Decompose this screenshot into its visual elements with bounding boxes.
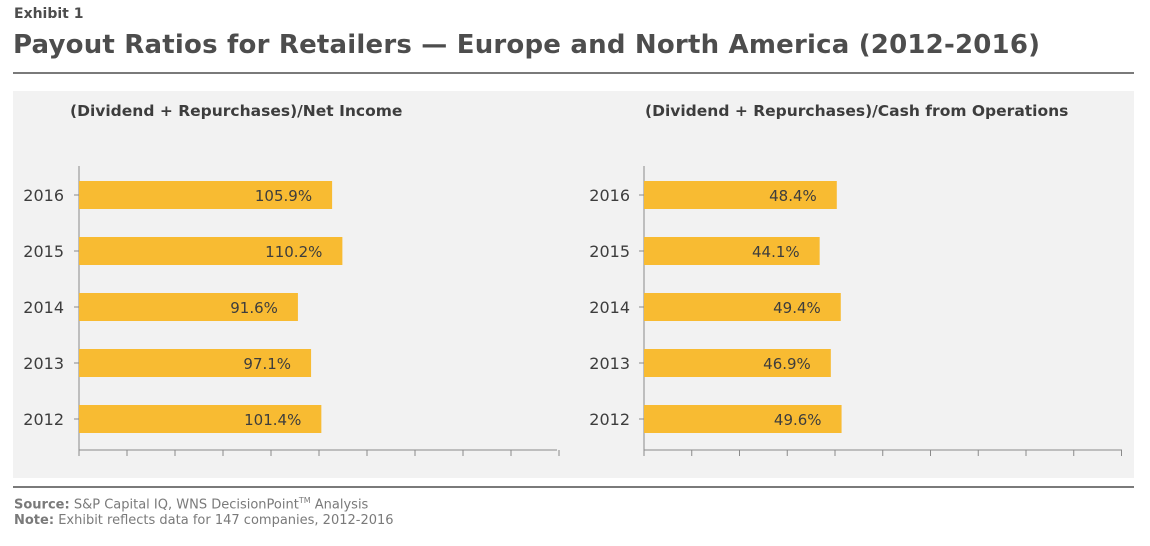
category-label: 2016	[589, 186, 630, 205]
chart-title-net-income: (Dividend + Repurchases)/Net Income	[70, 102, 403, 120]
category-label: 2014	[23, 298, 64, 317]
footnote: Note: Exhibit reflects data for 147 comp…	[14, 513, 394, 528]
bar	[644, 293, 841, 321]
page-title: Payout Ratios for Retailers — Europe and…	[13, 30, 1041, 60]
category-label: 2016	[23, 186, 64, 205]
data-label: 49.6%	[774, 411, 822, 429]
source-note: Source: S&P Capital IQ, WNS DecisionPoin…	[14, 496, 368, 512]
category-label: 2015	[589, 242, 630, 261]
bar	[79, 405, 322, 433]
data-label: 49.4%	[773, 299, 821, 317]
data-label: 91.6%	[230, 299, 278, 317]
data-label: 105.9%	[255, 187, 312, 205]
bar	[644, 405, 842, 433]
title-divider	[13, 72, 1134, 74]
source-text: S&P Capital IQ, WNS DecisionPoint	[73, 497, 299, 513]
bar	[644, 349, 831, 377]
chart-title-cash-from-operations: (Dividend + Repurchases)/Cash from Opera…	[645, 102, 1069, 120]
bar	[79, 181, 333, 209]
category-label: 2012	[589, 410, 630, 429]
source-tail: Analysis	[314, 497, 369, 513]
category-label: 2015	[23, 242, 64, 261]
bar	[79, 237, 343, 265]
data-label: 48.4%	[769, 187, 817, 205]
bar	[79, 349, 312, 377]
note-text: Exhibit reflects data for 147 companies,…	[58, 513, 394, 528]
data-label: 46.9%	[763, 355, 811, 373]
category-label: 2012	[23, 410, 64, 429]
data-label: 44.1%	[752, 243, 800, 261]
source-label: Source:	[14, 497, 70, 513]
exhibit-label: Exhibit 1	[14, 6, 84, 22]
note-label: Note:	[14, 513, 55, 528]
data-label: 97.1%	[243, 355, 291, 373]
category-label: 2013	[589, 354, 630, 373]
bar	[79, 293, 298, 321]
category-label: 2013	[23, 354, 64, 373]
category-label: 2014	[589, 298, 630, 317]
data-label: 110.2%	[265, 243, 322, 261]
data-label: 101.4%	[244, 411, 301, 429]
bar	[644, 237, 820, 265]
trademark-mark: TM	[298, 496, 311, 505]
bar	[644, 181, 837, 209]
footer-divider	[13, 486, 1134, 488]
